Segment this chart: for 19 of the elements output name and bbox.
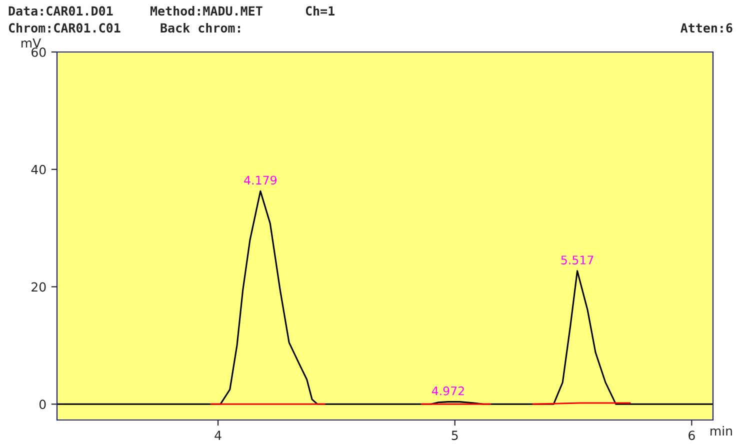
- y-tick-label: 20: [32, 282, 46, 292]
- annotation: 4.179: [244, 176, 276, 185]
- text: Back chrom:: [160, 22, 240, 33]
- text: Data:CAR01.D01: [8, 6, 113, 16]
- text: Ch=1: [306, 6, 335, 16]
- y-tick-label: 0: [39, 400, 46, 410]
- y-tick-label: 40: [31, 164, 46, 174]
- line-series: [57, 190, 713, 405]
- text: Chrom:CAR01.C01: [8, 22, 120, 33]
- text: Method:MADU.MET: [150, 6, 262, 16]
- x-tick-label: 6: [688, 430, 695, 440]
- x-axis-title: min: [710, 426, 732, 436]
- annotation: 4.972: [432, 386, 464, 396]
- y-axis-title: mV: [22, 38, 42, 48]
- x-tick-label: 4: [214, 430, 222, 440]
- text: Atten:6: [680, 23, 732, 33]
- y-tick-label: 60: [32, 47, 46, 57]
- x-tick-label: 5: [452, 430, 458, 440]
- annotation: 5.517: [561, 256, 594, 264]
